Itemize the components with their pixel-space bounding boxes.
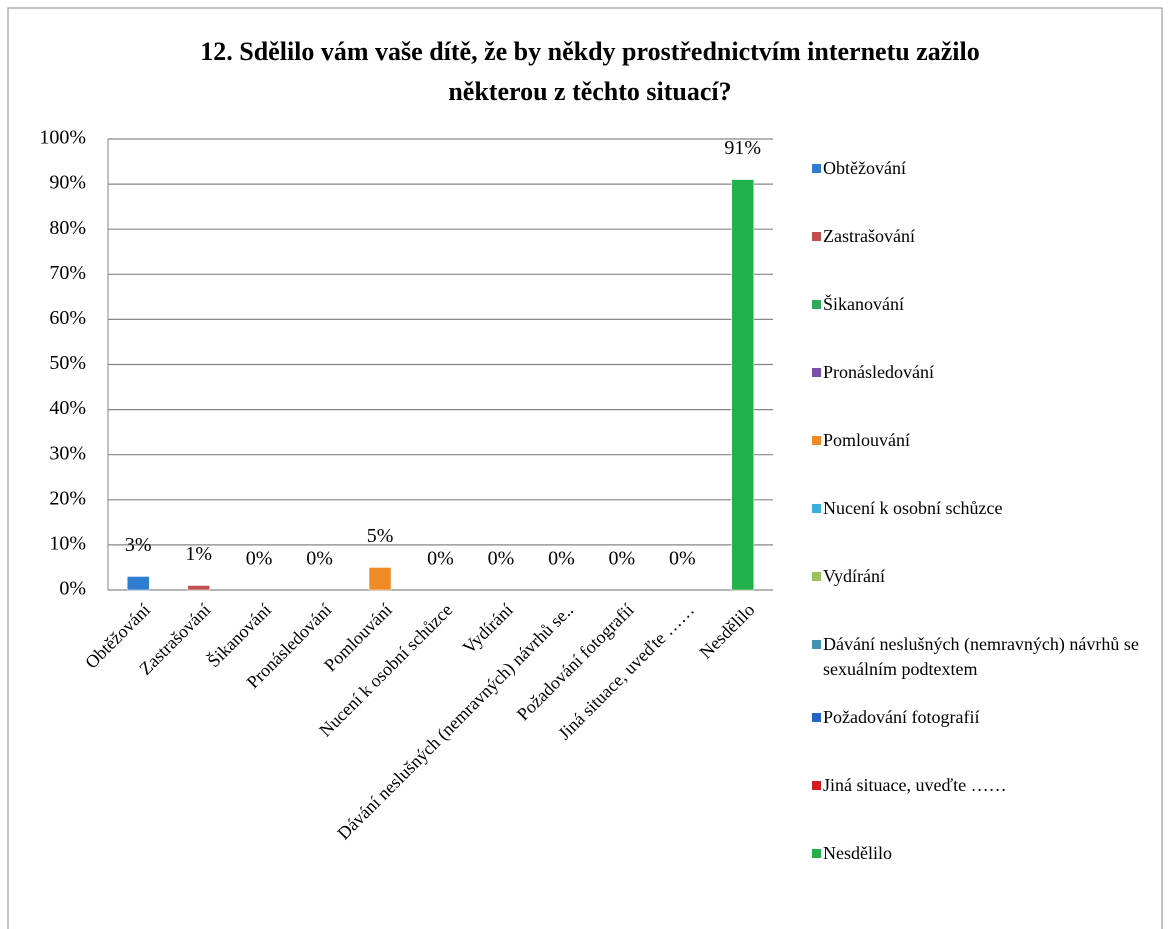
value-label: 91% [724,137,761,159]
y-tick-label: 60% [49,307,86,329]
y-tick-label: 30% [49,442,86,464]
legend-item: Nesdělilo [812,841,1157,866]
legend-label: Požadování fotografií [823,707,980,727]
value-label: 0% [246,548,273,570]
legend-label: Zastrašování [823,226,915,246]
bar [731,179,755,591]
value-label: 0% [306,548,333,570]
y-tick-label: 20% [49,487,86,509]
y-tick-label: 10% [49,532,86,554]
value-label: 0% [548,548,575,570]
legend-swatch [812,300,821,309]
chart-border [7,7,1163,929]
y-tick-label: 80% [49,217,86,239]
legend-swatch [812,504,821,513]
legend-item: Pomlouvání [812,428,1157,453]
y-tick-label: 0% [59,578,86,600]
legend-item: Požadování fotografií [812,705,1157,730]
legend-item: Dávání neslušných (nemravných) návrhů se… [812,632,1157,682]
legend-label: Nesdělilo [823,843,892,863]
y-tick-label: 90% [49,172,86,194]
value-label: 0% [669,548,696,570]
legend-label: Šikanování [823,294,904,314]
legend-swatch [812,849,821,858]
value-label: 0% [427,548,454,570]
legend-item: Šikanování [812,292,1157,317]
value-label: 3% [125,534,152,556]
legend-label: Nucení k osobní schůzce [823,498,1003,518]
y-tick-label: 100% [39,127,86,149]
x-tick-label: Požadování fotografií [513,600,638,725]
legend-swatch [812,232,821,241]
legend-swatch [812,572,821,581]
y-tick-label: 40% [49,397,86,419]
legend-label: Pomlouvání [823,430,911,450]
legend-label: Dávání neslušných (nemravných) návrhů se… [823,634,1139,679]
value-label: 0% [609,548,636,570]
y-tick-label: 70% [49,262,86,284]
bar [187,585,210,591]
legend-label: Pronásledování [823,362,934,382]
legend-swatch [812,436,821,445]
bar [126,576,150,591]
value-label: 1% [185,543,212,565]
value-label: 0% [488,548,515,570]
legend-item: Obtěžování [812,156,1157,181]
x-tick-label: Nesdělilo [696,600,759,663]
value-label: 5% [367,525,394,547]
legend-swatch [812,713,821,722]
legend-item: Nucení k osobní schůzce [812,496,1157,521]
legend-label: Vydírání [823,566,885,586]
y-tick-label: 50% [49,352,86,374]
legend-item: Jiná situace, uveďte …… [812,773,1157,798]
legend-swatch [812,781,821,790]
legend-item: Zastrašování [812,224,1157,249]
legend-label: Jiná situace, uveďte …… [823,775,1007,795]
legend-swatch [812,640,821,649]
legend-item: Pronásledování [812,360,1157,385]
legend-swatch [812,164,821,173]
x-tick-label: Vydírání [459,600,517,658]
legend-item: Vydírání [812,564,1157,589]
legend-swatch [812,368,821,377]
legend-label: Obtěžování [823,158,906,178]
bar [368,567,392,591]
chart-title: 12. Sdělilo vám vaše dítě, že by někdy p… [200,37,980,106]
